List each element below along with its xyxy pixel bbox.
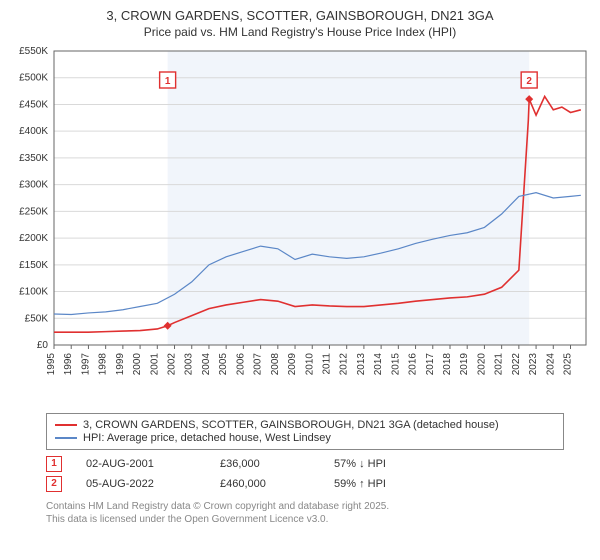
svg-text:2017: 2017	[425, 353, 436, 376]
sale-row: 1 02-AUG-2001 £36,000 57% ↓ HPI	[46, 456, 592, 472]
svg-text:2018: 2018	[442, 353, 453, 376]
sale-price: £36,000	[220, 458, 310, 470]
svg-text:2: 2	[526, 76, 532, 87]
svg-text:2004: 2004	[201, 353, 212, 376]
svg-text:2005: 2005	[218, 353, 229, 376]
svg-text:2014: 2014	[373, 353, 384, 376]
svg-text:2024: 2024	[545, 353, 556, 376]
svg-text:1996: 1996	[63, 353, 74, 376]
svg-text:2000: 2000	[132, 353, 143, 376]
svg-text:2001: 2001	[149, 353, 160, 376]
svg-text:2015: 2015	[390, 353, 401, 376]
attribution-line: Contains HM Land Registry data © Crown c…	[46, 500, 592, 513]
svg-text:2025: 2025	[563, 353, 574, 376]
sale-date: 05-AUG-2022	[86, 478, 196, 490]
legend-label-hpi: HPI: Average price, detached house, West…	[83, 432, 331, 444]
sale-marker-icon: 2	[46, 476, 62, 492]
attribution-line: This data is licensed under the Open Gov…	[46, 513, 592, 526]
price-chart: £0 £50K £100K £150K £200K £250K £300K £350K £400…	[8, 45, 592, 405]
svg-text:2010: 2010	[304, 353, 315, 376]
svg-text:2006: 2006	[235, 353, 246, 376]
sale-delta: 57% ↓ HPI	[334, 458, 386, 470]
sale-marker-icon: 1	[46, 456, 62, 472]
svg-text:£200K: £200K	[19, 233, 48, 244]
svg-text:2009: 2009	[287, 353, 298, 376]
svg-text:1997: 1997	[80, 353, 91, 376]
svg-text:£300K: £300K	[19, 180, 48, 191]
legend: 3, CROWN GARDENS, SCOTTER, GAINSBOROUGH,…	[46, 413, 564, 450]
svg-text:2021: 2021	[494, 353, 505, 376]
svg-text:£350K: £350K	[19, 153, 48, 164]
chart-subtitle: Price paid vs. HM Land Registry's House …	[8, 25, 592, 39]
svg-text:2008: 2008	[270, 353, 281, 376]
legend-item-hpi: HPI: Average price, detached house, West…	[55, 432, 555, 444]
svg-text:£500K: £500K	[19, 73, 48, 84]
svg-text:2016: 2016	[408, 353, 419, 376]
svg-text:2013: 2013	[356, 353, 367, 376]
legend-label-subject: 3, CROWN GARDENS, SCOTTER, GAINSBOROUGH,…	[83, 419, 499, 431]
svg-text:£100K: £100K	[19, 287, 48, 298]
svg-text:2023: 2023	[528, 353, 539, 376]
legend-swatch-subject	[55, 424, 77, 426]
svg-text:£0: £0	[37, 340, 49, 351]
svg-text:2022: 2022	[511, 353, 522, 376]
svg-text:2020: 2020	[476, 353, 487, 376]
sale-row: 2 05-AUG-2022 £460,000 59% ↑ HPI	[46, 476, 592, 492]
svg-text:£550K: £550K	[19, 46, 48, 57]
svg-text:£450K: £450K	[19, 99, 48, 110]
svg-text:2012: 2012	[339, 353, 350, 376]
svg-text:2003: 2003	[184, 353, 195, 376]
chart-svg: £0 £50K £100K £150K £200K £250K £300K £350K £400…	[8, 45, 592, 405]
sale-price: £460,000	[220, 478, 310, 490]
sales-list: 1 02-AUG-2001 £36,000 57% ↓ HPI 2 05-AUG…	[46, 456, 592, 492]
svg-text:1999: 1999	[115, 353, 126, 376]
svg-text:£150K: £150K	[19, 260, 48, 271]
svg-text:£400K: £400K	[19, 126, 48, 137]
sale-delta: 59% ↑ HPI	[334, 478, 386, 490]
svg-text:2007: 2007	[253, 353, 264, 376]
svg-text:1: 1	[165, 76, 171, 87]
legend-item-subject: 3, CROWN GARDENS, SCOTTER, GAINSBOROUGH,…	[55, 419, 555, 431]
legend-swatch-hpi	[55, 437, 77, 439]
svg-text:£250K: £250K	[19, 206, 48, 217]
svg-text:1998: 1998	[98, 353, 109, 376]
svg-text:2011: 2011	[321, 353, 332, 375]
svg-text:2002: 2002	[167, 353, 178, 376]
svg-text:1995: 1995	[46, 353, 57, 376]
svg-text:2019: 2019	[459, 353, 470, 376]
svg-text:£50K: £50K	[25, 313, 49, 324]
chart-title: 3, CROWN GARDENS, SCOTTER, GAINSBOROUGH,…	[8, 8, 592, 23]
sale-date: 02-AUG-2001	[86, 458, 196, 470]
attribution: Contains HM Land Registry data © Crown c…	[46, 500, 592, 526]
